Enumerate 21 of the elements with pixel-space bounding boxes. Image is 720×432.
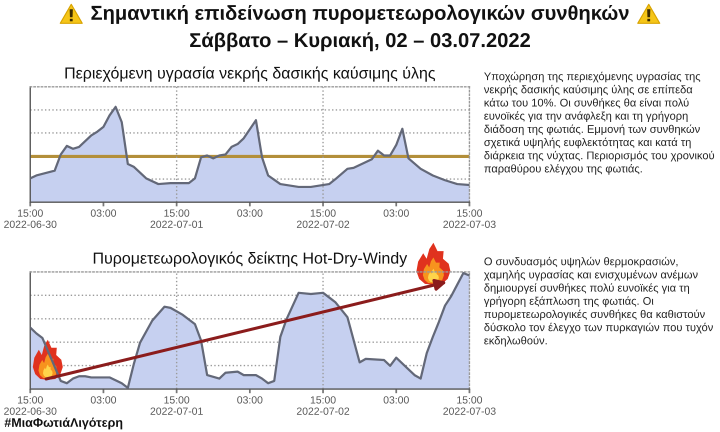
x-tick-label: 03:00 [90, 396, 116, 404]
x-tick-label: 03:00 [90, 209, 116, 217]
x-tick-label: 15:00 2022-07-01 [150, 396, 203, 415]
chart-title: Πυρομετεωρολογικός δείκτης Hot-Dry-Windy [94, 252, 408, 267]
x-tick-label: 03:00 [384, 396, 409, 404]
text: Σάββατο – Κυριακή, 02 – 03.07.2022 [190, 32, 530, 52]
chart-title: Περιεχόμενη υγρασία νεκρής δασικής καύσιμης ύλης [65, 66, 436, 82]
text: Υποχώρηση της περιεχόμενης υγρασίας της νεκρής δασικής καύσιμης ύλης σε επίπεδα κάτω του 10%. Οι συνθήκες θα είναι πολύ ευνοϊκές για την ανάφλεξη και τη γρήγορη διάδοση της φωτιάς. Εμμονή των συνθηκών σχετικά υψηλής ευφλεκτότητας και κατά τη διάρκεια της νύχτας. Περιορισμός του χρονικού παραθύρου ελέγχου της φωτιάς. [484, 72, 714, 175]
text: Ο συνδυασμός υψηλών θερμοκρασιών, χαμηλής υγρασίας και ενισχυμένων ανέμων δημιουργεί συνθήκες πολύ ευνοϊκές για τη γρήγορη εξάπλωση της φωτιάς. Οι πυρομετεωρολογικές συνθήκες θα καθιστούν δύσκολο τον έλεγχο των πυρκαγιών που τυχόν εκδηλωθούν. [484, 256, 713, 347]
x-tick-label: 03:00 [384, 209, 409, 217]
x-tick-label: 15:00 2022-07-01 [150, 209, 203, 228]
x-tick-label: 03:00 [237, 396, 262, 404]
x-tick-label: 15:00 2022-06-30 [4, 209, 56, 228]
text: #ΜιαΦωτιάΛιγότερη [4, 418, 122, 430]
text: Σημαντική επιδείνωση πυρομετεωρολογικών συνθηκών [91, 4, 629, 24]
x-tick-label: 15:00 2022-07-02 [296, 396, 350, 415]
x-tick-label: 15:00 2022-07-03 [443, 396, 496, 415]
x-tick-label: 15:00 2022-06-30 [4, 396, 56, 415]
x-tick-label: 15:00 2022-07-02 [296, 209, 350, 228]
x-tick-label: 15:00 2022-07-03 [443, 209, 496, 228]
x-tick-label: 03:00 [237, 209, 262, 217]
